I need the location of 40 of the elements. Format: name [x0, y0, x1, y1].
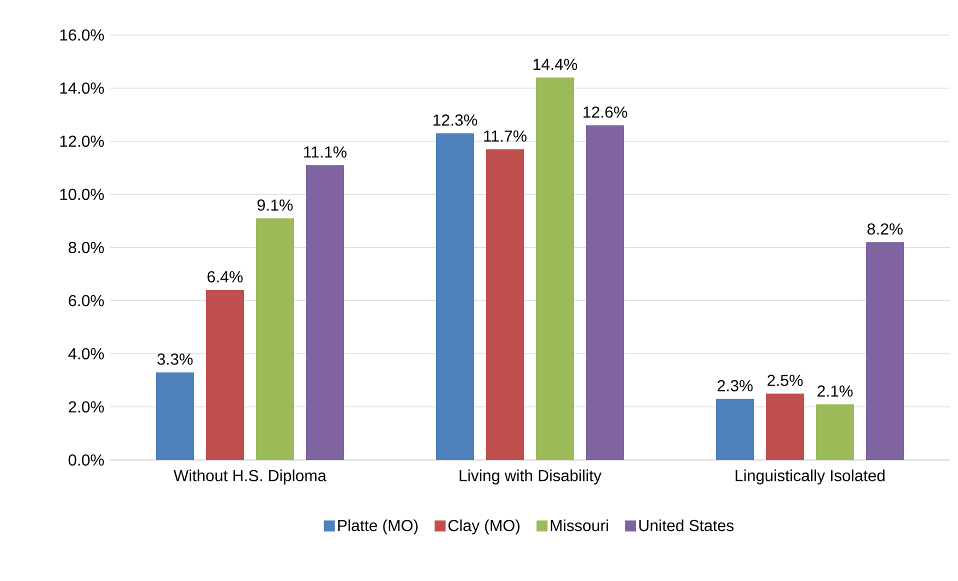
- y-tick-label: 12.0%: [60, 136, 104, 147]
- data-label: 12.6%: [584, 106, 628, 118]
- y-tick-label: 4.0%: [68, 348, 104, 360]
- y-tick-label: 10.0%: [60, 188, 104, 200]
- y-tick-label: 14.0%: [60, 82, 104, 94]
- bar: [866, 242, 904, 460]
- data-label: 11.7%: [484, 130, 527, 142]
- x-tick-label: Without H.S. Diploma: [174, 470, 326, 484]
- data-label: 2.5%: [768, 374, 803, 386]
- data-label: 6.4%: [208, 271, 243, 282]
- data-label: 8.2%: [867, 223, 903, 235]
- bar: [206, 290, 244, 460]
- x-tick-label: Linguistically Isolated: [736, 470, 885, 484]
- bar: [766, 394, 804, 460]
- data-label: 3.3%: [157, 353, 193, 365]
- bar: [306, 165, 344, 460]
- bar: [436, 133, 474, 460]
- bar: [486, 149, 524, 460]
- legend-label: Clay (MO): [448, 519, 520, 534]
- data-label: 11.1%: [304, 146, 347, 158]
- data-label: 2.3%: [718, 380, 753, 392]
- legend-label: Missouri: [550, 519, 608, 532]
- legend-label: Platte (MO): [338, 519, 418, 534]
- bar: [586, 125, 624, 460]
- y-tick-label: 2.0%: [68, 401, 104, 413]
- bar: [536, 77, 574, 460]
- y-tick-label: 6.0%: [68, 294, 104, 306]
- y-tick-label: 16.0%: [60, 29, 104, 41]
- bar: [156, 372, 194, 460]
- data-label: 12.3%: [434, 114, 478, 126]
- y-tick-label: 0.0%: [68, 454, 104, 466]
- y-tick-label: 8.0%: [68, 242, 104, 254]
- bar: [716, 398, 754, 460]
- x-tick-label: Living with Disability: [460, 470, 602, 484]
- data-label: 2.1%: [818, 385, 853, 397]
- bar: [256, 218, 294, 460]
- legend-label: United States: [639, 519, 734, 532]
- bar: [816, 404, 854, 460]
- data-label: 14.4%: [534, 58, 578, 70]
- data-label: 9.1%: [258, 199, 293, 211]
